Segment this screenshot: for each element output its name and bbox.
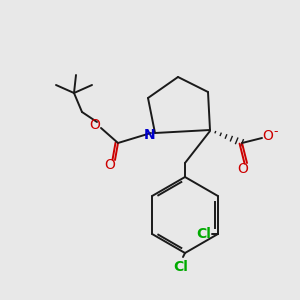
Text: O: O bbox=[262, 129, 273, 143]
Text: N: N bbox=[144, 128, 156, 142]
Text: -: - bbox=[274, 125, 278, 139]
Text: O: O bbox=[105, 158, 116, 172]
Text: Cl: Cl bbox=[196, 227, 211, 241]
Text: Cl: Cl bbox=[174, 260, 188, 274]
Text: O: O bbox=[90, 118, 101, 132]
Text: O: O bbox=[238, 162, 248, 176]
